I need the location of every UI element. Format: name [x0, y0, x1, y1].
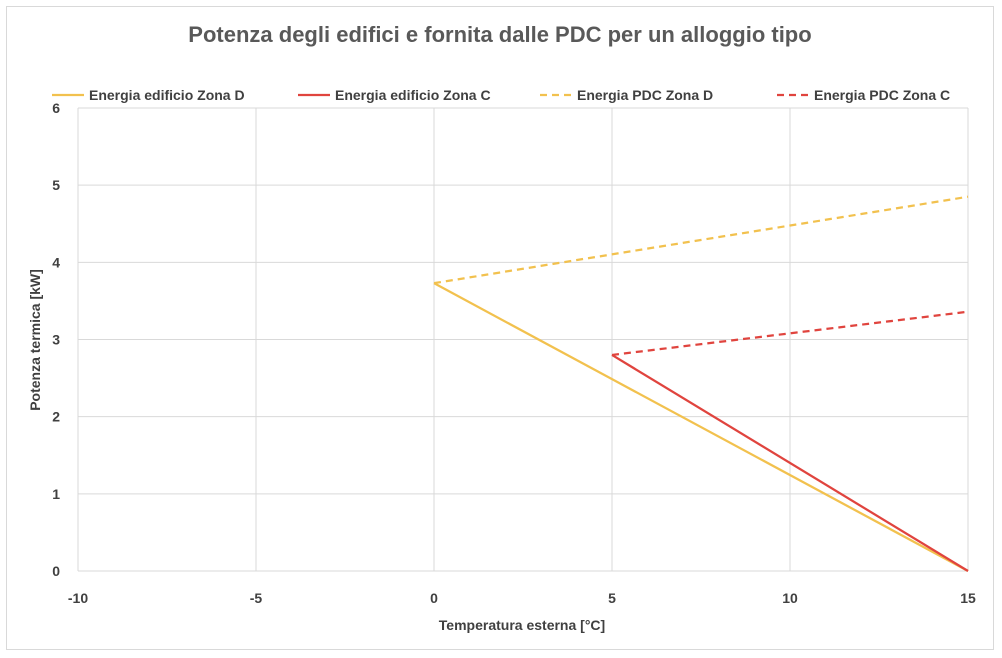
y-tick-label: 0 — [52, 563, 60, 579]
grid — [77, 107, 969, 572]
series-line-1 — [433, 282, 969, 572]
y-tick-label: 6 — [52, 100, 60, 116]
series-layer — [433, 195, 969, 572]
x-tick-label: 0 — [430, 590, 438, 606]
series-line-3 — [433, 195, 969, 285]
y-tick-label: 4 — [52, 254, 60, 270]
legend-label-1: Energia edificio Zona D — [89, 87, 245, 103]
legend: Energia edificio Zona D Energia edificio … — [52, 87, 950, 103]
legend-label-4: Energia PDC Zona C — [814, 87, 950, 103]
y-tick-label: 5 — [52, 177, 60, 193]
legend-label-2: Energia edificio Zona C — [335, 87, 491, 103]
x-tick-label: -10 — [68, 590, 88, 606]
y-tick-label: 3 — [52, 332, 60, 348]
y-axis-label: Potenza termica [kW] — [27, 269, 43, 411]
x-axis-label: Temperatura esterna [°C] — [439, 617, 605, 633]
tick-labels: -10 -5 0 5 10 15 0 1 2 3 4 5 6 — [52, 100, 976, 606]
legend-label-3: Energia PDC Zona D — [577, 87, 713, 103]
y-tick-label: 1 — [52, 486, 60, 502]
x-tick-label: 10 — [782, 590, 798, 606]
series-line-2 — [611, 353, 969, 572]
y-tick-label: 2 — [52, 409, 60, 425]
x-tick-label: 5 — [608, 590, 616, 606]
x-tick-label: -5 — [250, 590, 263, 606]
chart-title: Potenza degli edifici e fornita dalle PD… — [188, 22, 811, 47]
x-tick-label: 15 — [960, 590, 976, 606]
